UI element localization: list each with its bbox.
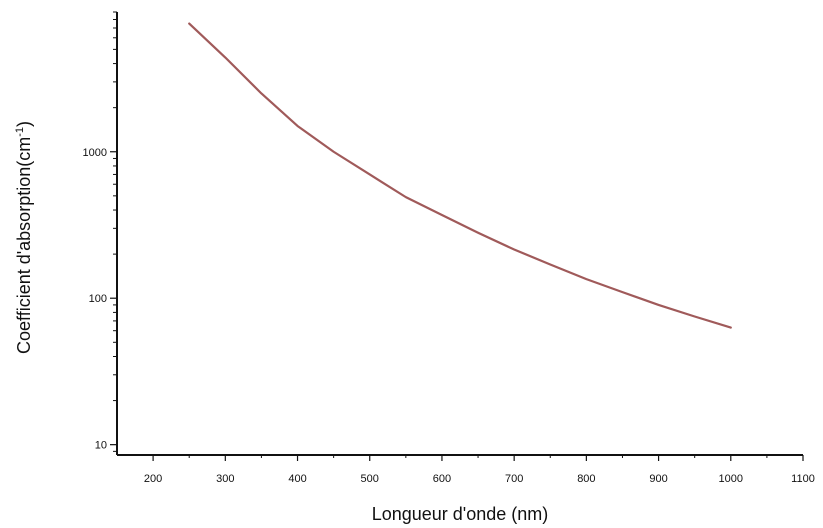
x-tick-label: 700 <box>505 473 523 485</box>
x-tick-label: 1100 <box>791 473 815 485</box>
x-tick-label: 1000 <box>719 473 743 485</box>
absorption-curve-line <box>188 22 732 329</box>
y-tick-label: 10 <box>95 440 107 452</box>
x-axis-title: Longueur d'onde (nm) <box>372 504 549 524</box>
x-tick-label: 600 <box>433 473 451 485</box>
y-tick-label: 1000 <box>83 147 107 159</box>
series-layer <box>188 22 732 329</box>
y-tick-label: 100 <box>89 293 107 305</box>
x-tick-label: 400 <box>288 473 306 485</box>
y-axis-title-superscript: -1 <box>14 127 26 137</box>
y-axis-title: Coefficient d'absorption(cm-1) <box>14 121 34 354</box>
ticks-layer: 200 300 400 500 600 700 800 900 1000 1100 10 100 100… <box>83 11 815 485</box>
y-axis-title-close: ) <box>14 121 34 127</box>
x-tick-label: 800 <box>577 473 595 485</box>
x-tick-label: 300 <box>216 473 234 485</box>
x-tick-label: 900 <box>649 473 667 485</box>
y-axis-title-main: Coefficient d'absorption(cm <box>14 137 34 354</box>
x-tick-label: 500 <box>361 473 379 485</box>
x-tick-label: 200 <box>144 473 162 485</box>
axes-layer <box>116 12 803 456</box>
